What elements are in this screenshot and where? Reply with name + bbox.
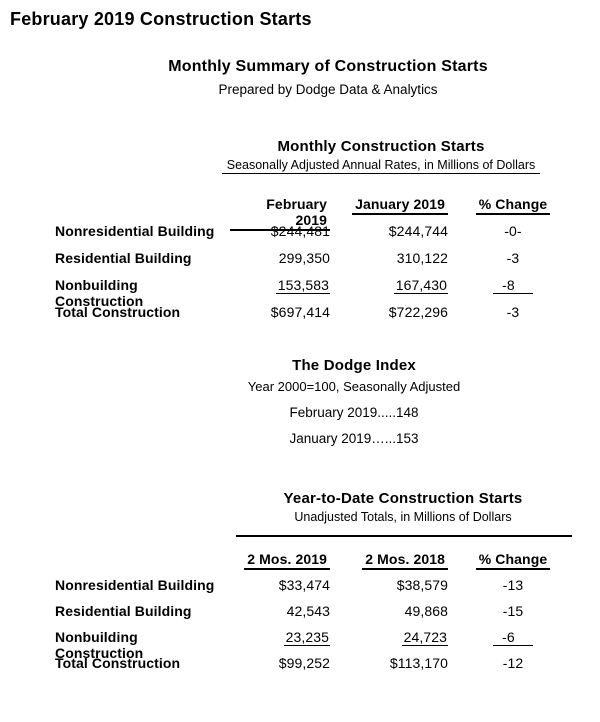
row-label: Nonbuilding Construction: [55, 629, 144, 661]
ytd-col-header-change: % Change: [448, 551, 568, 577]
cell-value: $244,744: [388, 223, 448, 239]
cell-change: -3: [506, 250, 520, 266]
dodge-index-subtitle: Year 2000=100, Seasonally Adjusted: [247, 379, 461, 394]
cell-value: $99,252: [278, 655, 330, 671]
cell-change: -0-: [504, 223, 522, 239]
monthly-title: Monthly Construction Starts: [277, 138, 485, 155]
cell-value: 24,723: [401, 629, 448, 646]
monthly-subtitle: Seasonally Adjusted Annual Rates, in Mil…: [162, 158, 600, 174]
monthly-col-header-february: February 2019: [230, 196, 330, 231]
cell-value: $697,414: [270, 304, 330, 320]
ytd-header-spacer: [55, 551, 230, 577]
cell-value: $722,296: [388, 304, 448, 320]
row-label: Residential Building: [55, 250, 192, 266]
ytd-table: 2 Mos. 2019 2 Mos. 2018 % Change Nonresi…: [55, 551, 568, 681]
cell-value: 310,122: [396, 250, 448, 266]
cell-change: -13: [502, 577, 524, 593]
cell-value: 167,430: [393, 277, 448, 294]
cell-value: $244,481: [270, 223, 330, 239]
summary-title: Monthly Summary of Construction Starts: [168, 58, 488, 75]
cell-value: 299,350: [278, 250, 330, 266]
ytd-section-header: Year-to-Date Construction Starts Unadjus…: [206, 490, 600, 524]
row-label: Nonresidential Building: [55, 223, 215, 239]
monthly-section-header: Monthly Construction Starts Seasonally A…: [162, 138, 600, 174]
monthly-subtitle-text: Seasonally Adjusted Annual Rates, in Mil…: [221, 158, 541, 174]
row-label: Nonbuilding Construction: [55, 277, 144, 309]
cell-value: $33,474: [278, 577, 330, 593]
monthly-col-header-january: January 2019: [330, 196, 448, 223]
ytd-divider-rule: [236, 535, 572, 537]
row-label: Total Construction: [55, 304, 181, 320]
dodge-index-february-value: February 2019.....148: [289, 405, 419, 420]
cell-change: -3: [506, 304, 520, 320]
cell-value: 153,583: [275, 277, 330, 294]
dodge-index-january-value: January 2019…...153: [289, 431, 419, 446]
row-label: Residential Building: [55, 603, 192, 619]
cell-value: $38,579: [396, 577, 448, 593]
row-label: Nonresidential Building: [55, 577, 215, 593]
ytd-subtitle: Unadjusted Totals, in Millions of Dollar…: [294, 510, 512, 524]
ytd-col-header-2018: 2 Mos. 2018: [330, 551, 448, 577]
cell-value: 49,868: [404, 603, 448, 619]
cell-change: -8: [448, 277, 568, 304]
monthly-col-header-change: % Change: [448, 196, 568, 223]
monthly-header-spacer: [55, 196, 230, 223]
cell-change: -12: [502, 655, 524, 671]
cell-change: -6: [448, 629, 568, 655]
row-label: Total Construction: [55, 655, 181, 671]
page-title: February 2019 Construction Starts: [10, 9, 312, 29]
summary-subtitle: Prepared by Dodge Data & Analytics: [218, 82, 438, 97]
cell-value: 23,235: [283, 629, 330, 646]
cell-value: $113,170: [389, 655, 448, 671]
summary-header: Monthly Summary of Construction Starts P…: [56, 58, 600, 97]
ytd-col-header-2019: 2 Mos. 2019: [230, 551, 330, 577]
monthly-table: February 2019 January 2019 % Change Nonr…: [55, 196, 568, 331]
dodge-index-section: The Dodge Index Year 2000=100, Seasonall…: [108, 357, 600, 446]
ytd-title: Year-to-Date Construction Starts: [283, 490, 523, 507]
cell-value: 42,543: [286, 603, 330, 619]
cell-change: -15: [502, 603, 524, 619]
dodge-index-title: The Dodge Index: [292, 357, 416, 374]
